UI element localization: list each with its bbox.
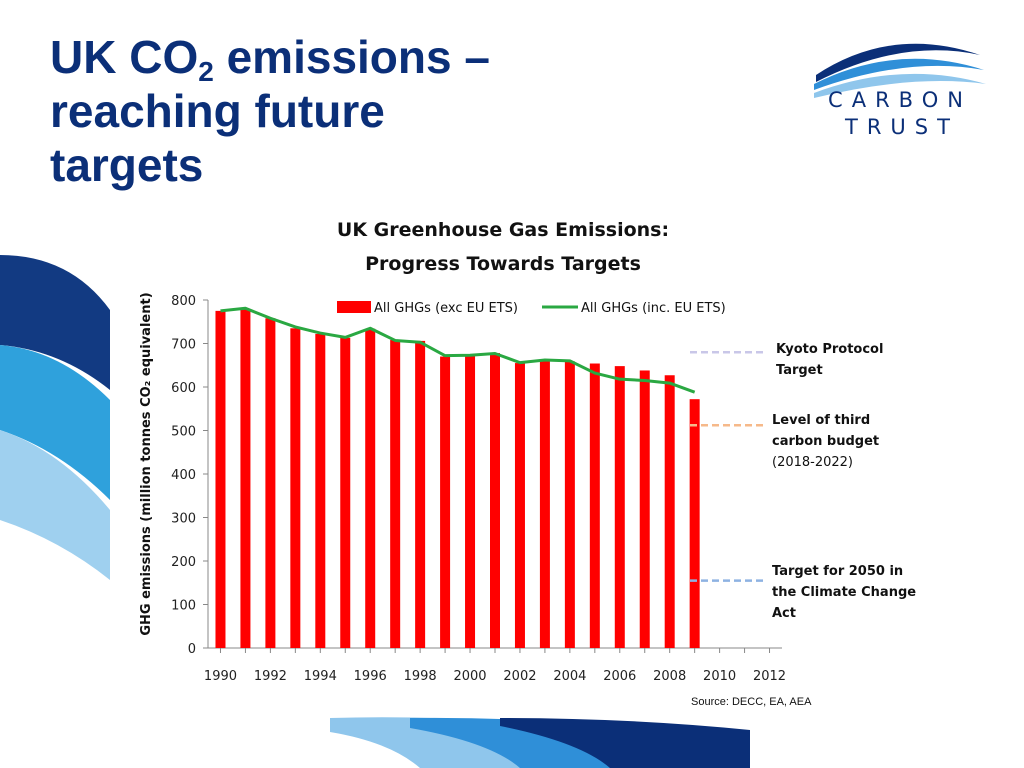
- x-tick-label: 2012: [753, 669, 786, 684]
- target-label-line: Kyoto Protocol: [776, 342, 883, 357]
- bar: [664, 375, 675, 648]
- x-tick-label: 2008: [653, 669, 686, 684]
- logo-arc-light: [814, 73, 986, 98]
- x-tick-label: 2000: [453, 669, 486, 684]
- chart-title-line2: Progress Towards Targets: [365, 253, 641, 275]
- y-axis-title: GHG emissions (million tonnes CO₂ equiva…: [139, 292, 154, 635]
- legend-label-line: All GHGs (inc. EU ETS): [581, 301, 726, 316]
- x-tick-label: 1994: [304, 669, 337, 684]
- x-axis: 1990 1992 1994 1996 1998 2000 2002 2004 2006 2008…: [204, 647, 786, 684]
- bar: [290, 328, 301, 648]
- slide-title-line3: targets: [50, 139, 204, 191]
- bar: [639, 370, 650, 648]
- x-tick-label: 1990: [204, 669, 237, 684]
- slide-title-subscript: 2: [198, 56, 214, 87]
- left-wave-decoration: [0, 255, 110, 580]
- logo-arc-mid: [814, 58, 984, 90]
- bar: [340, 337, 351, 648]
- target-label-line: carbon budget: [772, 434, 879, 449]
- x-tick-label: 2004: [553, 669, 586, 684]
- bar: [539, 360, 550, 648]
- y-axis: 0 100 200 300 400 500 600 700 800: [171, 294, 209, 657]
- bar-series: [215, 309, 700, 648]
- bar: [614, 366, 625, 648]
- bar: [689, 399, 700, 648]
- y-tick-label: 400: [171, 468, 196, 483]
- logo-arc-dark: [816, 43, 980, 82]
- bar: [490, 353, 500, 648]
- bar: [215, 310, 226, 648]
- slide-title: UK CO2 emissions – reaching future targets: [50, 30, 610, 192]
- bar: [365, 328, 376, 648]
- source-note: Source: DECC, EA, AEA: [691, 696, 812, 708]
- bar: [514, 363, 525, 648]
- slide-title-line1-post: emissions –: [213, 31, 490, 83]
- legend-swatch-bar: [337, 301, 371, 313]
- y-tick-label: 500: [171, 425, 196, 440]
- legend-label-bar: All GHGs (exc EU ETS): [374, 301, 518, 316]
- y-tick-label: 100: [171, 599, 196, 614]
- series-line: [220, 306, 696, 394]
- logo-line2: TRUST: [844, 115, 959, 139]
- chart-title-line1: UK Greenhouse Gas Emissions:: [337, 219, 669, 241]
- target-annotations: Kyoto Protocol Target Level of third carbon…: [690, 342, 916, 621]
- slide-title-line1-pre: UK CO: [50, 31, 199, 83]
- x-tick-label: 2010: [703, 669, 736, 684]
- bar: [440, 356, 451, 648]
- target-label-line: (2018-2022): [772, 455, 853, 470]
- y-tick-label: 700: [171, 338, 196, 353]
- bar: [240, 309, 251, 648]
- legend: All GHGs (exc EU ETS) All GHGs (inc. EU E…: [337, 301, 726, 316]
- x-tick-label: 1998: [404, 669, 437, 684]
- x-tick-label: 1996: [354, 669, 387, 684]
- y-tick-label: 300: [171, 512, 196, 527]
- target-label-line: Target: [776, 363, 823, 378]
- bar: [265, 318, 276, 648]
- target-label-line: Act: [772, 606, 796, 621]
- bottom-wave-decoration: [330, 717, 750, 768]
- bar: [390, 340, 401, 648]
- y-tick-label: 600: [171, 381, 196, 396]
- slide-title-line2: reaching future: [50, 85, 385, 137]
- line-series: [220, 306, 696, 394]
- x-tick-label: 2002: [503, 669, 536, 684]
- target-label-line: Target for 2050 in: [772, 564, 903, 579]
- bar: [589, 363, 600, 648]
- carbon-trust-logo: CARBON TRUST: [814, 43, 986, 139]
- y-tick-label: 800: [171, 294, 196, 309]
- bar: [465, 355, 476, 648]
- target-label-line: the Climate Change: [772, 585, 916, 600]
- bar: [315, 333, 326, 648]
- y-tick-label: 200: [171, 555, 196, 570]
- target-label-line: Level of third: [772, 413, 870, 428]
- x-tick-label: 2006: [603, 669, 636, 684]
- logo-line1: CARBON: [828, 88, 972, 112]
- x-tick-label: 1992: [254, 669, 287, 684]
- bar: [415, 340, 426, 648]
- bar: [564, 361, 575, 648]
- y-tick-label: 0: [188, 642, 196, 657]
